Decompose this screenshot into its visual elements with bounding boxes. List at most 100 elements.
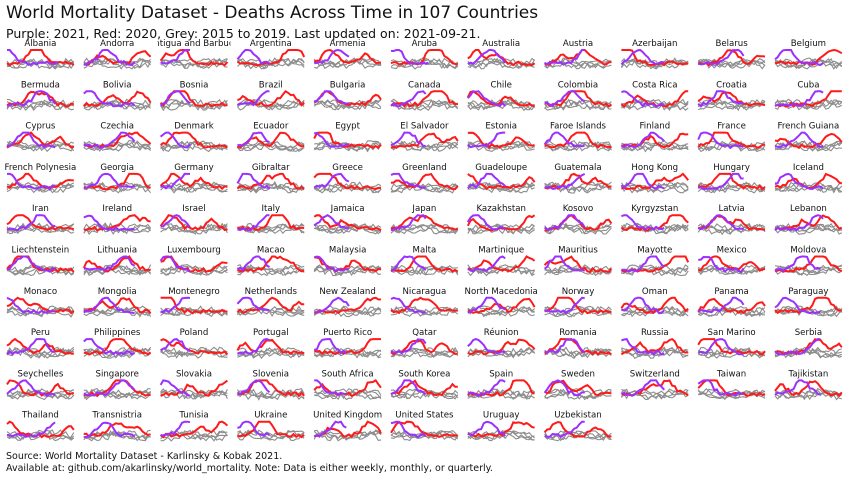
series-2015-2019-line	[236, 57, 305, 70]
panel-ireland: Ireland	[83, 204, 152, 236]
series-2020-line	[82, 255, 151, 273]
panel-label: Portugal	[253, 328, 289, 338]
series-2015-2019-line	[697, 98, 766, 111]
series-2015-2019-line	[390, 223, 458, 234]
panel-moldova: Moldova	[774, 246, 843, 277]
series-2015-2019-line	[6, 264, 75, 275]
series-2020-line	[236, 255, 305, 273]
series-2021-line	[83, 172, 136, 190]
series-2020-line	[314, 296, 382, 315]
series-2015-2019-line	[620, 57, 689, 70]
panel-label: Luxembourg	[167, 246, 221, 256]
series-2021-line	[467, 131, 506, 149]
panel-new-zealand: New Zealand	[313, 287, 382, 318]
series-2020-line	[544, 296, 612, 315]
series-2021-line	[83, 338, 136, 356]
panel-label: Slovenia	[253, 369, 290, 379]
series-2021-line	[774, 172, 824, 191]
series-2020-line	[620, 337, 689, 356]
series-2020-line	[313, 131, 382, 150]
series-2020-line	[6, 337, 74, 356]
series-2021-line	[83, 421, 136, 439]
panel-uzbekistan: Uzbekistan	[543, 411, 612, 442]
series-2021-line	[467, 172, 506, 190]
panel-malta: Malta	[390, 246, 459, 276]
panel-georgia: Georgia	[83, 163, 152, 194]
series-2021-line	[313, 172, 350, 189]
panel-guadeloupe: Guadeloupe	[467, 163, 536, 194]
panel-san-marino: San Marino	[697, 328, 766, 359]
series-2021-line	[467, 49, 507, 65]
panel-label: Hong Kong	[631, 163, 678, 173]
series-2021-line	[6, 296, 56, 315]
panel-label: Serbia	[795, 328, 822, 338]
series-2021-line	[774, 255, 821, 273]
series-2021-line	[159, 131, 191, 149]
panel-poland: Poland	[160, 328, 229, 359]
panel-label: South Korea	[398, 369, 450, 379]
panel-hungary: Hungary	[697, 163, 766, 194]
series-2015-2019-line	[237, 389, 305, 401]
series-2015-2019-line	[237, 181, 305, 194]
panel-mayotte: Mayotte	[620, 246, 690, 277]
series-2020-line	[6, 420, 75, 439]
series-2021-line	[314, 131, 350, 148]
panel-spain: Spain	[467, 369, 535, 400]
panel-label: Brazil	[259, 80, 283, 90]
source-note: Source: World Mortality Dataset - Karlin…	[6, 451, 283, 462]
series-2020-line	[6, 296, 75, 315]
series-2015-2019-line	[83, 307, 151, 318]
series-2015-2019-line	[237, 306, 305, 317]
panel-ecuador: Ecuador	[236, 122, 305, 153]
series-2015-2019-line	[236, 223, 305, 234]
series-2020-line	[314, 420, 382, 439]
series-2015-2019-line	[237, 429, 305, 441]
panel-mongolia: Mongolia	[83, 287, 152, 318]
series-2015-2019-line	[313, 99, 382, 110]
series-2021-line	[390, 131, 426, 147]
series-2020-line	[236, 420, 305, 439]
series-2020-line	[236, 172, 305, 190]
panel-bolivia: Bolivia	[83, 80, 152, 111]
series-2015-2019-line	[160, 347, 228, 359]
panel-martinique: Martinique	[467, 246, 536, 277]
panel-azerbaijan: Azerbaijan	[620, 39, 689, 70]
series-2021-line	[237, 338, 270, 355]
panel-uruguay: Uruguay	[467, 411, 535, 442]
panel-denmark: Denmark	[159, 122, 228, 153]
panel-argentina: Argentina	[236, 39, 306, 70]
series-2021-line	[6, 131, 56, 149]
panel-bulgaria: Bulgaria	[313, 80, 382, 111]
series-2021-line	[543, 379, 585, 397]
panel-label: North Macedonia	[465, 287, 538, 297]
panel-label: France	[717, 122, 746, 132]
series-2021-line	[83, 379, 136, 397]
series-2020-line	[313, 48, 382, 65]
panel-label: Mauritius	[558, 246, 598, 256]
series-2015-2019-line	[544, 388, 612, 400]
series-2021-line	[697, 172, 744, 191]
panel-paraguay: Paraguay	[774, 287, 843, 318]
panel-norway: Norway	[544, 287, 612, 318]
series-2015-2019-line	[697, 305, 766, 317]
series-2021-line	[7, 172, 56, 191]
panel-south-africa: South Africa	[313, 369, 382, 401]
series-2020-line	[83, 422, 151, 438]
series-2021-line	[237, 131, 270, 147]
series-2015-2019-line	[314, 99, 382, 111]
series-2015-2019-line	[314, 57, 382, 70]
series-2020-line	[236, 338, 305, 356]
series-2020-line	[697, 297, 766, 315]
series-2020-line	[236, 49, 306, 67]
series-2020-line	[83, 338, 152, 356]
series-2020-line	[543, 255, 613, 273]
panel-label: Kazakhstan	[476, 204, 526, 214]
panel-romania: Romania	[544, 328, 612, 360]
series-2020-line	[467, 297, 536, 314]
series-2021-line	[621, 90, 665, 108]
panel-label: Oman	[642, 287, 668, 297]
series-2015-2019-line	[237, 264, 305, 276]
series-2021-line	[390, 255, 427, 272]
panel-label: Guadeloupe	[475, 163, 527, 173]
